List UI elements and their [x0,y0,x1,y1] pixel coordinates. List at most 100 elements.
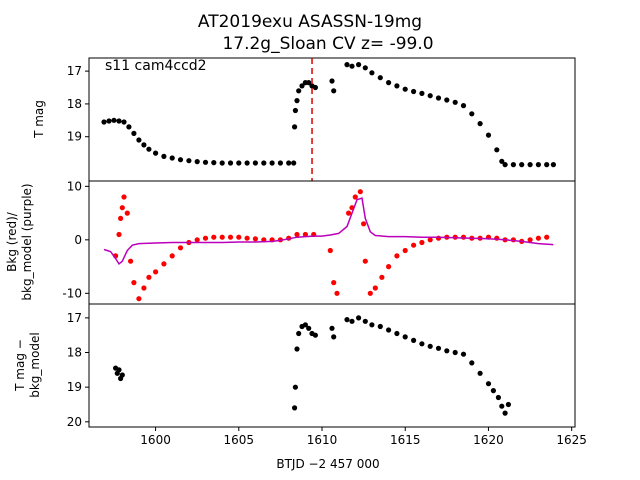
data-point [299,83,305,89]
data-point [452,349,458,356]
data-point [502,410,508,416]
x-tick-label: 1615 [390,433,421,447]
panel-1-marks [101,58,557,181]
data-point [411,337,417,343]
data-point [177,157,184,163]
data-point [331,280,337,286]
panel-2-marks [103,189,554,302]
y-tick-label: 17 [67,311,82,325]
data-point [499,158,505,164]
data-point [485,381,492,387]
data-point [211,234,217,240]
data-point [477,370,483,376]
data-point [477,121,483,127]
data-point [116,367,122,373]
data-point [118,215,124,221]
data-point [329,325,335,331]
data-point [194,159,200,165]
data-point [535,162,542,168]
data-point [469,111,475,117]
data-point [227,234,234,240]
data-point [379,274,385,280]
data-point [116,231,122,238]
panel-1-ylabel: T mag [32,100,46,139]
panel-3-y-ticks: 17 18 19 20 [67,311,89,429]
data-point [369,70,375,76]
data-point [362,318,368,324]
data-point [146,146,152,152]
data-point [502,162,508,168]
data-point [452,99,458,105]
data-point [349,63,355,69]
data-point [244,235,250,241]
data-point [146,274,152,280]
data-point [131,130,137,136]
data-point [294,98,300,104]
data-point [544,234,550,240]
data-point [161,261,167,267]
panel-2-y-ticks: -10 0 10 [62,179,89,300]
panel-3-x-ticks: 1600 1605 1610 1615 1620 1625 [140,427,587,447]
data-point [362,65,368,71]
data-point [419,239,425,246]
data-point [499,403,505,409]
data-point [136,296,142,302]
data-point [252,160,258,166]
data-point [334,290,340,296]
data-point [177,245,184,251]
data-point [292,384,298,390]
data-point [356,62,362,68]
x-tick-label: 1605 [224,433,255,447]
data-point [535,235,542,241]
panel-1-annotation: s11 cam4ccd2 [105,58,207,74]
data-point [194,237,200,243]
data-point [292,405,298,411]
data-point [306,325,312,331]
data-point [369,322,375,328]
data-point [469,360,475,366]
chart-title-line1: AT2019exu ASASSN-19mg [198,12,422,32]
data-point [361,221,367,227]
data-point [402,247,408,254]
data-point [101,119,107,125]
y-tick-label: 17 [67,64,82,78]
data-point [460,103,467,109]
data-point [211,160,217,166]
panel-2-background: -10 0 10 Bkg (red)/ bkg_model (purple) [5,179,576,305]
data-point [219,160,225,166]
data-point [169,253,175,259]
data-point [261,160,267,166]
data-point [312,84,318,91]
x-tick-label: 1600 [140,433,171,447]
panel-1-y-ticks: 17 18 19 [67,64,89,144]
y-tick-label: 19 [67,130,82,144]
data-point [291,160,297,166]
panel-3-ylabel-line2: bkg_model [28,332,42,398]
data-point [292,124,298,130]
data-point [377,75,383,81]
data-point [244,160,250,166]
data-point [219,234,225,240]
data-point [111,117,117,123]
y-tick-label: 19 [67,380,82,394]
data-point [386,80,392,86]
data-point [510,162,516,168]
data-point [121,194,127,200]
data-point [550,162,557,168]
data-point [490,388,496,394]
y-tick-label: -10 [62,286,82,300]
data-point [106,118,112,124]
data-point [344,317,350,323]
data-point [331,88,337,94]
data-point [394,253,400,259]
data-point [294,231,300,238]
data-point [394,83,400,89]
data-point [349,318,355,324]
x-tick-label: 1620 [473,433,504,447]
y-tick-label: 20 [67,415,82,429]
panel-2-ylabel-line1: Bkg (red)/ [5,211,19,272]
panel-1-light-curve: 17 18 19 s11 cam4ccd2 T mag [32,57,576,182]
data-point [444,97,450,103]
data-point [362,258,368,264]
data-point [411,88,417,95]
